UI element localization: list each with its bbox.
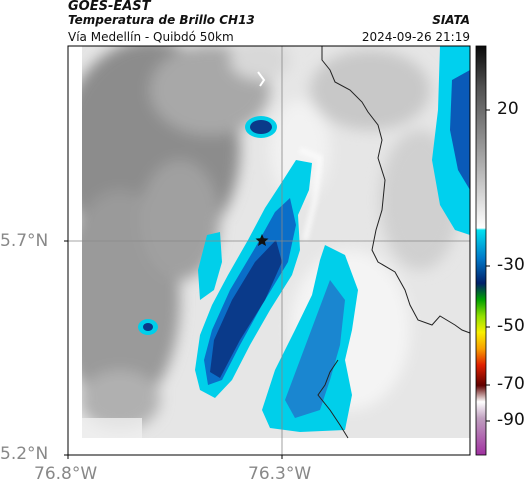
colorbar-label: -50 (497, 316, 525, 336)
colorbar-label: -30 (497, 255, 525, 275)
colorbar-label: -70 (497, 374, 525, 394)
satellite-title: GOES-EAST (68, 0, 151, 14)
map-frame (67, 45, 471, 456)
colorbar-label: 20 (497, 99, 519, 119)
colorbar-label: -90 (497, 410, 525, 430)
department-border-south (317, 359, 349, 439)
lat-tick-label: 5.2°N (0, 444, 49, 464)
colorbar (475, 45, 487, 456)
star-icon (255, 234, 269, 246)
lon-tick-label: 76.3°W (248, 464, 312, 484)
lon-tick-label: 76.8°W (34, 464, 98, 484)
organization-label: SIATA (432, 13, 470, 27)
lat-tick-label: 5.7°N (0, 231, 49, 251)
timestamp-label: 2024-09-26 21:19 (361, 30, 470, 44)
department-border (321, 46, 471, 334)
product-title: Temperatura de Brillo CH13 (68, 13, 255, 27)
location-label: Vía Medellín - Quibdó 50km (68, 30, 234, 44)
brightness-temperature-field (82, 46, 470, 438)
